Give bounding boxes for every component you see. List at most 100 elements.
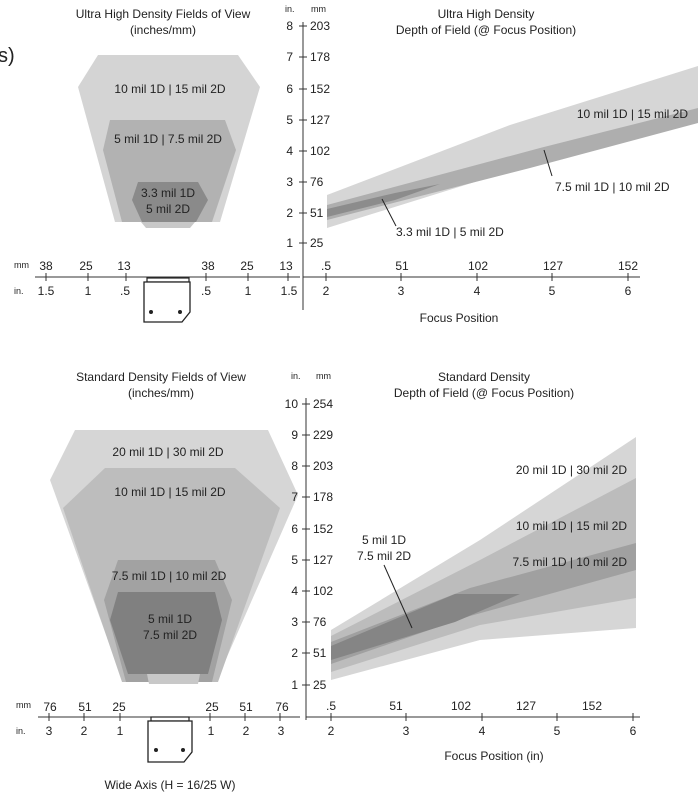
uhd-dof-x-in-tick: 5: [549, 284, 556, 298]
sd-dof-y-in-tick: 9: [291, 428, 298, 442]
sd-dof-x-mm-tick: 127: [516, 699, 536, 713]
uhd-dof-y-mm-tick: 203: [310, 19, 330, 33]
sd-dof-x-mm-tick: 51: [389, 699, 403, 713]
sd-fov-mm-tick: 25: [112, 700, 126, 714]
sd-dof-panel: Standard Density Depth of Field (@ Focus…: [285, 370, 640, 763]
uhd-dof-x-mm-tick: 127: [543, 259, 563, 273]
sd-fov-tip: [147, 674, 200, 684]
sd-fov-mm-tick: 51: [239, 700, 253, 714]
sd-dof-y-mm-tick: 229: [313, 428, 333, 442]
sd-fov-mm-tick: 51: [78, 700, 92, 714]
uhd-fov-label-5mil: 5 mil 1D | 7.5 mil 2D: [114, 132, 222, 146]
sd-dof-x-in-tick: 5: [554, 724, 561, 738]
uhd-dof-y-mm-tick: 102: [310, 144, 330, 158]
uhd-dof-label-7mil: 7.5 mil 1D | 10 mil 2D: [555, 180, 670, 194]
uhd-dof-y-in-tick: 3: [286, 175, 293, 189]
uhd-fov-in-unit: in.: [14, 286, 24, 296]
sd-fov-mm-tick: 76: [275, 700, 289, 714]
sd-dof-x-in-tick: 3: [403, 724, 410, 738]
uhd-dof-x-mm-tick: .5: [321, 259, 331, 273]
uhd-fov-mm-tick: 38: [39, 259, 53, 273]
uhd-dof-x-in-tick: 3: [398, 284, 405, 298]
uhd-dof-y-ticks: [299, 25, 307, 244]
sd-dof-y-mm-tick: 178: [313, 490, 333, 504]
uhd-fov-mm-tick: 13: [279, 259, 293, 273]
uhd-fov-in-tick: 1.5: [281, 284, 298, 298]
uhd-fov-tip: [141, 222, 195, 228]
uhd-fov-label-3mil-1d: 3.3 mil 1D: [141, 186, 195, 200]
sd-dof-leader-5mil: [383, 564, 413, 629]
uhd-dof-y-mm-tick: 51: [310, 206, 324, 220]
sd-dof-label-5mil-1d: 5 mil 1D: [362, 533, 406, 547]
uhd-fov-in-tick: .5: [120, 284, 130, 298]
sd-dof-xlabel: Focus Position (in): [444, 749, 543, 763]
sd-dof-y-mm-tick: 152: [313, 522, 333, 536]
uhd-dof-y-in-tick: 2: [286, 206, 293, 220]
uhd-fov-in-tick: 1.5: [38, 284, 55, 298]
sd-dof-label-7mil: 7.5 mil 1D | 10 mil 2D: [513, 555, 628, 569]
sd-dof-y-in-tick: 3: [291, 615, 298, 629]
uhd-fov-mm-tick: 25: [240, 259, 254, 273]
uhd-fov-mm-tick: 38: [201, 259, 215, 273]
sd-dof-x-mm-tick: 152: [582, 699, 602, 713]
sd-fov-label-5mil-1d: 5 mil 1D: [148, 612, 192, 626]
sd-dof-y-in-tick: 4: [291, 584, 298, 598]
uhd-dof-y-in-tick: 1: [286, 236, 293, 250]
uhd-fov-label-3mil-2d: 5 mil 2D: [146, 202, 190, 216]
uhd-dof-y-mm-tick: 25: [310, 236, 324, 250]
sd-fov-in-tick: 3: [46, 724, 53, 738]
uhd-dof-panel: Ultra High Density Depth of Field (@ Foc…: [285, 4, 698, 325]
sd-fov-in-tick: 1: [117, 724, 124, 738]
uhd-dof-in-header: in.: [285, 4, 295, 14]
sd-dof-subtitle: Depth of Field (@ Focus Position): [394, 386, 574, 400]
sd-dof-x-ticks: [330, 713, 634, 721]
uhd-dof-band-3mil: [327, 184, 440, 217]
uhd-fov-mm-unit: mm: [14, 260, 29, 270]
uhd-fov-in-tick: 1: [245, 284, 252, 298]
uhd-fov-title: Ultra High Density Fields of View: [76, 7, 251, 21]
sd-dof-y-mm-tick: 254: [313, 397, 333, 411]
uhd-dof-y-mm-tick: 76: [310, 175, 324, 189]
sd-fov-in-unit: in.: [16, 726, 26, 736]
sd-dof-y-in-tick: 6: [291, 522, 298, 536]
sd-dof-y-mm-tick: 102: [313, 584, 333, 598]
sd-fov-mm-tick: 25: [205, 700, 219, 714]
uhd-dof-y-mm-tick: 178: [310, 50, 330, 64]
sd-dof-band-5mil: [331, 594, 520, 660]
scanner-device-icon: [147, 716, 193, 763]
cropped-heading-fragment: s): [0, 45, 15, 67]
sd-fov-in-tick: 3: [278, 724, 285, 738]
sd-dof-x-mm-tick: 102: [451, 699, 471, 713]
sd-dof-y-mm-tick: 76: [313, 615, 327, 629]
sd-dof-x-mm-tick: .5: [326, 699, 336, 713]
uhd-dof-mm-header: mm: [311, 4, 326, 14]
sd-dof-y-in-tick: 5: [291, 553, 298, 567]
uhd-fov-label-10mil: 10 mil 1D | 15 mil 2D: [114, 82, 225, 96]
uhd-dof-leader-3mil: [381, 198, 397, 227]
sd-dof-label-10mil: 10 mil 1D | 15 mil 2D: [516, 519, 627, 533]
uhd-fov-mm-tick: 25: [79, 259, 93, 273]
uhd-fov-ticks: [45, 273, 289, 281]
uhd-dof-y-in-tick: 6: [286, 82, 293, 96]
sd-fov-label-20mil: 20 mil 1D | 30 mil 2D: [112, 445, 223, 459]
uhd-fov-mm-tick: 13: [117, 259, 131, 273]
sd-dof-y-in-tick: 10: [285, 397, 299, 411]
uhd-dof-x-in-tick: 4: [474, 284, 481, 298]
uhd-dof-label-3mil: 3.3 mil 1D | 5 mil 2D: [396, 225, 504, 239]
uhd-dof-x-mm-tick: 102: [468, 259, 488, 273]
uhd-dof-x-in-tick: 6: [625, 284, 632, 298]
uhd-dof-leader-7mil: [543, 149, 553, 177]
sd-dof-label-20mil: 20 mil 1D | 30 mil 2D: [516, 463, 627, 477]
uhd-dof-y-mm-tick: 127: [310, 113, 330, 127]
sd-dof-y-mm-tick: 127: [313, 553, 333, 567]
sd-fov-band-5mil: [110, 592, 222, 674]
uhd-dof-title: Ultra High Density: [438, 7, 535, 21]
sd-fov-in-tick: 1: [208, 724, 215, 738]
uhd-dof-xlabel: Focus Position: [420, 311, 499, 325]
sd-dof-x-in-tick: 6: [630, 724, 637, 738]
uhd-fov-panel: Ultra High Density Fields of View (inche…: [14, 7, 300, 323]
sd-fov-subtitle: (inches/mm): [128, 386, 194, 400]
sd-dof-y-in-tick: 8: [291, 459, 298, 473]
sd-fov-title: Standard Density Fields of View: [76, 370, 246, 384]
sd-dof-y-mm-tick: 51: [313, 646, 327, 660]
